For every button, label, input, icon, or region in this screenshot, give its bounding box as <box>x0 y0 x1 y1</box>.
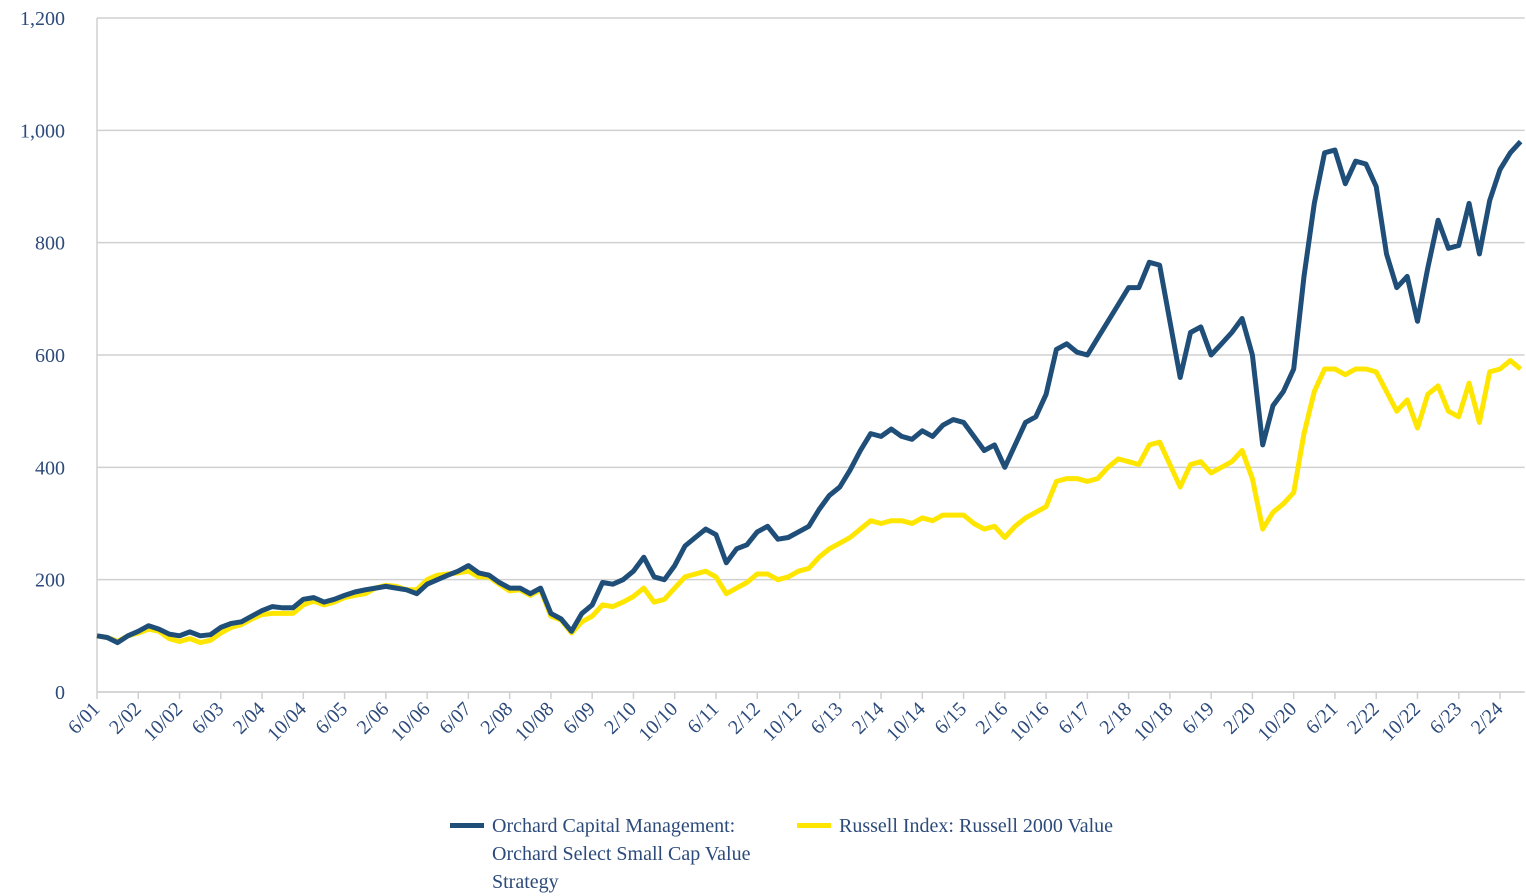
x-tick-label: 2/24 <box>1467 698 1508 739</box>
x-tick-label: 6/01 <box>64 698 105 739</box>
legend-item: Orchard Capital Management: Orchard Sele… <box>450 812 767 896</box>
x-tick-label: 2/06 <box>353 698 394 739</box>
x-tick-label: 2/04 <box>229 698 270 739</box>
x-tick-label: 6/23 <box>1426 698 1467 739</box>
x-tick-label: 10/16 <box>1006 698 1054 746</box>
x-tick-label: 10/18 <box>1130 698 1178 746</box>
x-tick-label: 10/08 <box>511 698 559 746</box>
y-tick-label: 800 <box>35 233 65 255</box>
x-tick-label: 6/11 <box>683 698 723 738</box>
y-tick-label: 400 <box>35 457 65 479</box>
y-tick-label: 200 <box>35 570 65 592</box>
y-tick-label: 1,200 <box>20 8 65 30</box>
y-tick-label: 1,000 <box>20 120 65 142</box>
x-tick-label: 10/14 <box>882 698 930 746</box>
series-line <box>96 139 1523 646</box>
x-tick-label: 2/08 <box>476 698 517 739</box>
y-tick-label: 600 <box>35 345 65 367</box>
x-tick-label: 10/12 <box>758 698 806 746</box>
x-tick-label: 2/20 <box>1219 698 1260 739</box>
y-tick-label: 0 <box>55 682 65 704</box>
x-tick-label: 6/17 <box>1054 698 1095 739</box>
x-tick-label: 2/22 <box>1343 698 1384 739</box>
x-tick-label: 10/22 <box>1377 698 1425 746</box>
legend-swatch <box>797 823 831 828</box>
x-tick-label: 10/04 <box>263 698 311 746</box>
x-tick-label: 10/20 <box>1253 698 1301 746</box>
legend-swatch <box>450 823 484 828</box>
legend-label: Russell Index: Russell 2000 Value <box>839 815 1114 837</box>
x-tick-label: 10/02 <box>139 698 187 746</box>
legend-label: Orchard Capital Management: Orchard Sele… <box>492 815 751 893</box>
x-tick-label: 2/12 <box>724 698 765 739</box>
x-tick-label: 6/21 <box>1302 698 1343 739</box>
x-tick-label: 2/10 <box>600 698 641 739</box>
x-tick-label: 10/10 <box>634 698 682 746</box>
x-tick-label: 6/13 <box>807 698 848 739</box>
x-tick-label: 2/16 <box>972 698 1013 739</box>
x-tick-label: 6/15 <box>930 698 971 739</box>
series-line <box>96 358 1523 646</box>
x-tick-label: 10/06 <box>387 698 435 746</box>
x-tick-label: 6/09 <box>559 698 600 739</box>
legend-item: Russell Index: Russell 2000 Value <box>797 812 1113 896</box>
x-tick-label: 6/05 <box>311 698 352 739</box>
x-tick-label: 2/14 <box>848 698 889 739</box>
x-tick-label: 2/18 <box>1095 698 1136 739</box>
x-tick-label: 6/03 <box>188 698 229 739</box>
x-tick-label: 6/07 <box>435 698 476 739</box>
legend: Orchard Capital Management: Orchard Sele… <box>450 812 1113 896</box>
x-tick-label: 2/02 <box>105 698 146 739</box>
x-tick-label: 6/19 <box>1178 698 1219 739</box>
